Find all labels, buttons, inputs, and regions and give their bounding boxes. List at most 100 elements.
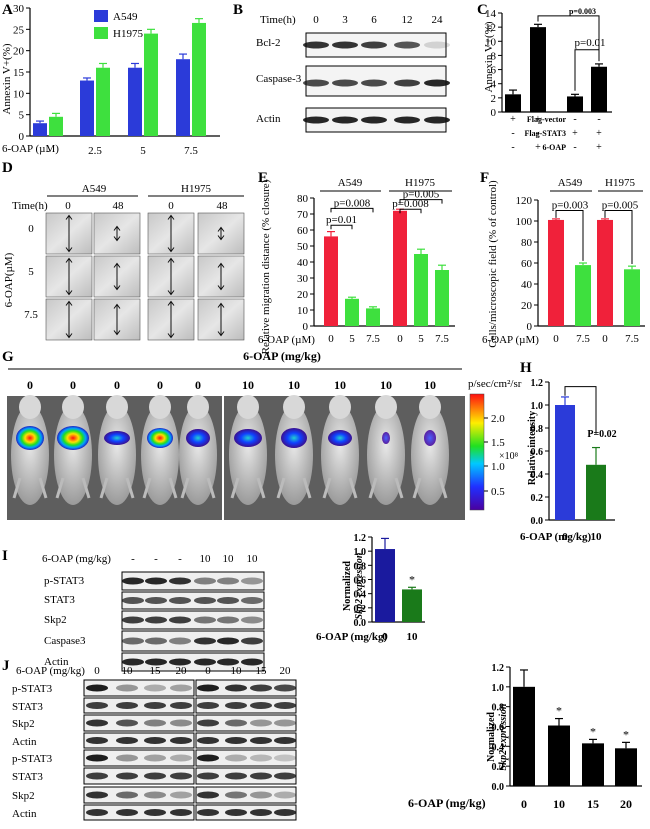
blot-band — [217, 616, 239, 624]
bracket-e-a549-inner-label: p=0.01 — [326, 214, 357, 226]
y-tick-label: 0.4 — [492, 742, 505, 753]
y-tick-label: 10 — [297, 305, 309, 317]
panel-j-ylabel-2: Skp2 expression — [498, 703, 509, 770]
pvalue-f-h1975: p=0.005 — [602, 200, 639, 212]
bracket-e-a549-inner — [330, 224, 353, 230]
panel-d-cell-a549: A549 — [82, 183, 107, 195]
blot-band — [250, 702, 272, 709]
y-tick-label: 0.8 — [531, 424, 544, 435]
mouse — [321, 395, 359, 505]
bar — [548, 725, 570, 786]
bar — [530, 27, 546, 113]
blot-band — [169, 658, 191, 666]
blot-band — [194, 616, 216, 624]
panel-g-dose-label: 0 — [114, 378, 120, 392]
arrow-head — [167, 214, 175, 220]
bar — [591, 66, 607, 112]
x-tick-label: 20 — [620, 797, 632, 811]
panel-b-time-3: 3 — [342, 14, 348, 26]
panel-letter-d: D — [2, 160, 13, 176]
panel-d-cell-h1975: H1975 — [181, 183, 211, 195]
x-tick-label: 0 — [521, 797, 527, 811]
panel-j-dose: 10 — [122, 665, 134, 677]
x-tick-label: 0 — [602, 333, 608, 345]
bar — [435, 270, 449, 326]
blot-band — [394, 41, 420, 49]
legend-h1975: H1975 — [113, 28, 143, 40]
panel-e-chart: 0 10 20 30 40 50 60 70 80 0 5 7.5 0 5 7.5 p=0.008 p=0.01… — [297, 189, 455, 345]
panel-j-dose: 15 — [256, 665, 268, 677]
y-tick-label: 40 — [297, 257, 309, 269]
x-tick-label: 2.5 — [88, 145, 102, 157]
blot-band — [116, 772, 138, 780]
blot-band — [332, 41, 358, 49]
panel-g-dose-label: 10 — [424, 378, 436, 392]
x-tick-label: 0 — [562, 531, 568, 543]
panel-d-row-0: 0 — [28, 223, 34, 235]
bioluminescence-signal — [104, 431, 130, 445]
blot-band — [303, 41, 329, 49]
arrow-head — [65, 247, 73, 253]
panel-i-ylabel-2: Skp2 expression — [354, 552, 365, 619]
panel-b-time-12: 12 — [402, 14, 413, 26]
significance-star: * — [623, 727, 629, 741]
bar — [597, 219, 613, 326]
y-tick-label: 20 — [297, 289, 309, 301]
arrow-head — [217, 262, 225, 268]
bar — [582, 743, 604, 786]
panel-c-sign: + — [572, 128, 578, 139]
scale-tick-0-5: 0.5 — [491, 486, 505, 498]
blot-band — [241, 637, 263, 645]
blot-band — [197, 791, 219, 799]
bioluminescence-signal — [186, 429, 210, 447]
bar — [345, 298, 359, 326]
x-tick-label: - — [46, 145, 50, 157]
blot-band — [332, 79, 358, 87]
blot-band — [122, 658, 144, 666]
y-tick-label: 4 — [491, 79, 497, 91]
x-tick-label: 15 — [587, 797, 599, 811]
scale-multiplier: ×10⁸ — [499, 451, 519, 462]
blot-j-left — [83, 749, 195, 767]
y-tick-label: 6 — [491, 65, 497, 77]
panel-a-ylabel: Annexin V+(%) — [1, 43, 13, 114]
blot-band — [144, 809, 166, 816]
y-tick-label: 0.0 — [492, 782, 505, 793]
blot-band — [144, 702, 166, 709]
x-tick-label: 7.5 — [366, 333, 380, 345]
x-tick-label: 10 — [407, 631, 419, 643]
bracket-f-h1975 — [604, 210, 633, 265]
y-tick-label: 0 — [527, 321, 533, 333]
bar — [586, 464, 606, 520]
blot-j-label: Skp2 — [12, 790, 35, 802]
blot-band — [274, 737, 296, 744]
y-tick-label: 20 — [13, 46, 25, 58]
blot-band — [274, 702, 296, 709]
blot-band — [116, 791, 138, 799]
bracket-f-a549 — [555, 210, 584, 261]
panel-f-cell-a549: A549 — [558, 177, 583, 189]
arrow-head — [65, 333, 73, 339]
bracket-h — [564, 386, 597, 434]
blot-band — [197, 772, 219, 780]
blot-band — [217, 637, 239, 645]
blot-j-left — [83, 732, 195, 749]
blot-band — [424, 41, 450, 49]
panel-c-sign: - — [573, 114, 576, 125]
panel-j-ylabel-1: Normalized — [486, 712, 497, 762]
bracket-p003 — [537, 15, 600, 62]
panel-j-dose: 10 — [231, 665, 243, 677]
y-tick-label: 0.8 — [354, 561, 367, 572]
blot-band — [303, 116, 329, 124]
y-tick-label: 80 — [521, 237, 533, 249]
panel-d-time-a-0: 0 — [65, 200, 71, 212]
arrow-head — [217, 235, 225, 241]
blot-band — [225, 737, 247, 744]
blot-j-right — [195, 749, 297, 767]
panel-c-row-flag-stat3: Flag-STAT3 — [525, 129, 566, 138]
y-tick-label: 5 — [19, 110, 25, 122]
blot-band — [170, 684, 192, 692]
y-tick-label: 0.2 — [354, 604, 367, 615]
panel-e-cell-h1975: H1975 — [405, 177, 435, 189]
panel-g-dose-label: 0 — [157, 378, 163, 392]
